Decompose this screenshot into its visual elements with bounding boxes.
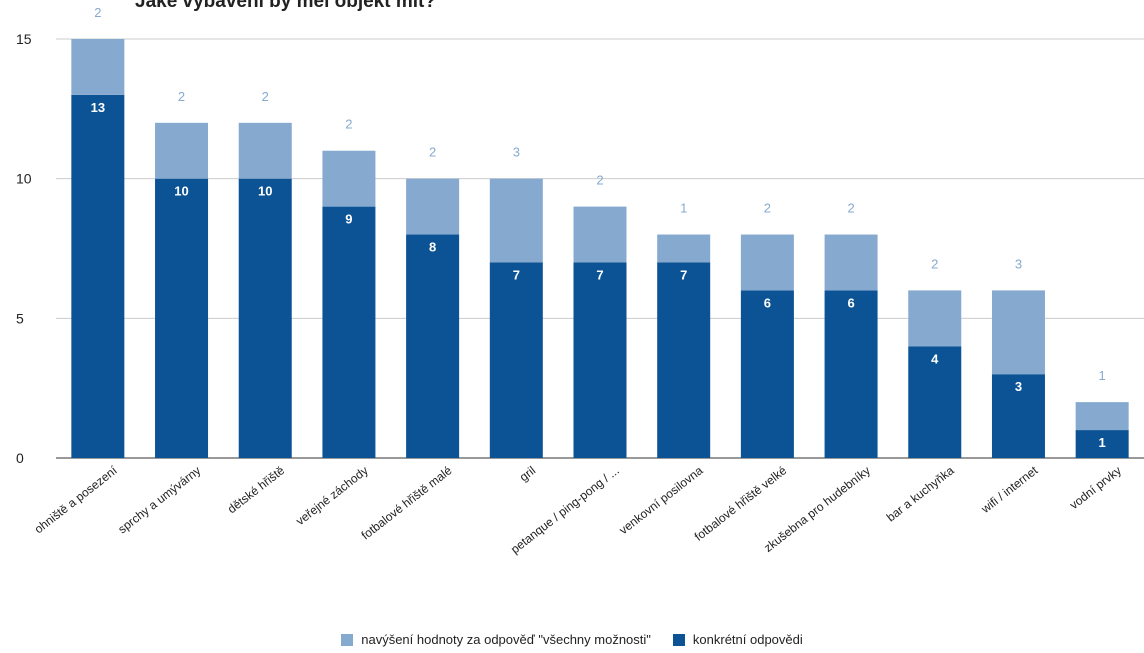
bar-increase: [740, 234, 794, 291]
data-label-increase: 2: [931, 256, 938, 271]
data-label-increase: 3: [1015, 256, 1022, 271]
data-label-increase: 2: [596, 173, 603, 188]
x-tick-label: dětské hřiště: [225, 463, 287, 516]
bar-increase: [824, 234, 878, 291]
y-tick-label: 0: [16, 450, 24, 466]
data-label-increase: 2: [94, 5, 101, 20]
bar-specific: [824, 290, 878, 458]
chart-title: Jaké vybavení by měl objekt mít?: [135, 0, 436, 12]
y-tick-label: 5: [16, 310, 24, 326]
x-tick-label: ohniště a posezení: [32, 463, 121, 536]
bar-increase: [657, 234, 711, 263]
legend-swatch-increase: [341, 633, 354, 646]
data-label-increase: 3: [513, 145, 520, 160]
data-label-increase: 1: [1099, 368, 1106, 383]
bar-increase: [155, 122, 209, 179]
bar-specific: [322, 206, 376, 458]
y-tick-label: 15: [16, 31, 32, 47]
bar-increase: [573, 206, 627, 263]
data-label-increase: 2: [429, 145, 436, 160]
legend-label-increase: navýšení hodnoty za odpověď "všechny mož…: [361, 632, 651, 647]
bar-specific: [740, 290, 794, 458]
bar-specific: [1075, 430, 1129, 458]
data-label-specific: 4: [931, 351, 939, 366]
x-tick-label: gril: [517, 463, 538, 484]
bar-specific: [406, 234, 460, 458]
data-label-specific: 9: [345, 212, 352, 227]
bar-increase: [991, 290, 1045, 375]
bar-increase: [322, 150, 376, 207]
y-tick-label: 10: [16, 171, 32, 187]
bar-specific: [155, 178, 209, 458]
legend-label-specific: konkrétní odpovědi: [692, 632, 803, 647]
data-label-increase: 2: [345, 117, 352, 132]
bar-increase: [406, 178, 460, 235]
legend-swatch-specific: [672, 633, 685, 646]
data-label-specific: 7: [680, 267, 687, 282]
x-tick-label: venkovní posilovna: [616, 463, 705, 537]
x-tick-label: wifi / internet: [978, 463, 1041, 517]
data-label-specific: 1: [1099, 435, 1106, 450]
bar-specific: [573, 262, 627, 458]
legend-item-specific: konkrétní odpovědi: [672, 632, 803, 647]
data-label-specific: 10: [174, 184, 188, 199]
bar-increase: [908, 290, 962, 347]
x-tick-label: veřejné záchody: [293, 463, 370, 528]
bar-increase: [1075, 402, 1129, 431]
data-label-increase: 1: [680, 201, 687, 216]
x-tick-label: vodní prvky: [1067, 463, 1124, 512]
data-label-specific: 7: [513, 267, 520, 282]
x-tick-label: sprchy a umývárny: [115, 463, 203, 536]
data-label-specific: 10: [258, 184, 272, 199]
x-tick-label: fotbalové hřiště velké: [692, 463, 790, 544]
bar-specific: [238, 178, 292, 458]
data-label-specific: 6: [847, 295, 854, 310]
x-tick-label: fotbalové hřiště malé: [359, 463, 455, 542]
data-label-increase: 2: [847, 201, 854, 216]
data-label-increase: 2: [178, 89, 185, 104]
legend: navýšení hodnoty za odpověď "všechny mož…: [0, 632, 1144, 647]
bar-specific: [657, 262, 711, 458]
data-label-specific: 6: [764, 295, 771, 310]
data-label-specific: 13: [91, 100, 105, 115]
data-label-specific: 3: [1015, 379, 1022, 394]
bar-increase: [71, 39, 125, 95]
bar-specific: [71, 94, 125, 458]
bar-specific: [489, 262, 543, 458]
legend-item-increase: navýšení hodnoty za odpověď "všechny mož…: [341, 632, 651, 647]
bar-increase: [489, 178, 543, 263]
data-label-increase: 2: [262, 89, 269, 104]
data-label-specific: 7: [596, 267, 603, 282]
bar-specific: [991, 374, 1045, 458]
bar-increase: [238, 122, 292, 179]
data-label-increase: 2: [764, 201, 771, 216]
data-label-specific: 8: [429, 240, 436, 255]
bar-specific: [908, 346, 962, 458]
x-tick-label: bar a kuchyňka: [884, 463, 957, 524]
